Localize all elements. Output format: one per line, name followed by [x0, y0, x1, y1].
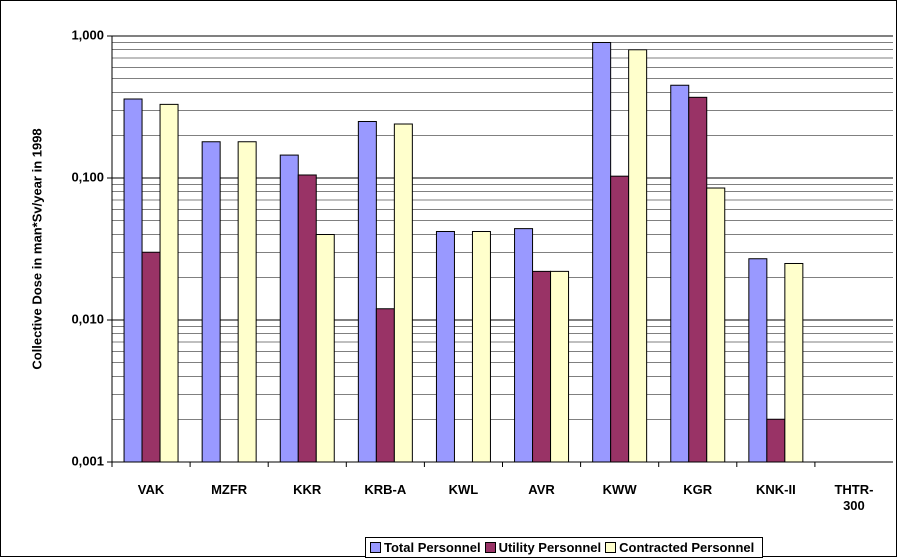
- y-axis-title: Collective Dose in man*Sv/year in 1998: [29, 128, 44, 369]
- bar: [706, 187, 726, 463]
- legend-swatch: [484, 542, 496, 553]
- bar: [375, 308, 395, 463]
- bar: [784, 262, 804, 463]
- bar: [279, 154, 299, 463]
- bar: [315, 234, 335, 463]
- y-tick-label: 0,001: [71, 453, 104, 468]
- bar: [532, 270, 552, 463]
- x-tick-label: KWW: [602, 482, 637, 497]
- bar: [201, 141, 221, 463]
- y-tick-label: 1,000: [71, 27, 104, 42]
- bar: [592, 41, 612, 463]
- x-tick-label: AVR: [528, 482, 555, 497]
- y-tick-label: 0,010: [71, 311, 104, 326]
- x-tick-label: KNK-II: [755, 482, 796, 497]
- bar: [435, 230, 455, 463]
- y-tick-label: 0,100: [71, 169, 104, 184]
- bar: [748, 258, 768, 463]
- legend-item: Utility Personnel: [484, 540, 602, 555]
- legend-swatch: [370, 542, 381, 553]
- legend-item: Contracted Personnel: [605, 540, 754, 555]
- legend-label: Utility Personnel: [498, 540, 602, 555]
- x-tick-label: KWL: [448, 482, 479, 497]
- legend-item: Total Personnel: [370, 540, 481, 555]
- bar: [628, 49, 648, 463]
- bar: [297, 174, 317, 463]
- x-tick-label: KGR: [683, 482, 713, 497]
- legend: Total Personnel Utility Personnel Contract…: [365, 537, 764, 558]
- x-tick-label: KKR: [293, 482, 322, 497]
- bar: [766, 418, 786, 463]
- bar: [357, 120, 377, 463]
- x-tick-label: MZFR: [211, 482, 248, 497]
- x-tick-label: THTR-300: [834, 482, 874, 513]
- legend-label: Total Personnel: [384, 540, 481, 555]
- x-tick-label: KRB-A: [364, 482, 407, 497]
- legend-label: Contracted Personnel: [619, 540, 755, 555]
- bar: [141, 251, 161, 463]
- bar: [237, 141, 257, 463]
- bar: [610, 175, 630, 463]
- bar: [123, 98, 143, 463]
- legend-swatch: [605, 542, 617, 553]
- bar: [159, 103, 179, 463]
- bar: [393, 123, 413, 463]
- bar: [550, 270, 570, 463]
- bar: [688, 96, 708, 463]
- bar: [514, 228, 534, 463]
- bar: [670, 84, 690, 463]
- x-tick-label: VAK: [137, 482, 165, 497]
- bar: [471, 230, 491, 463]
